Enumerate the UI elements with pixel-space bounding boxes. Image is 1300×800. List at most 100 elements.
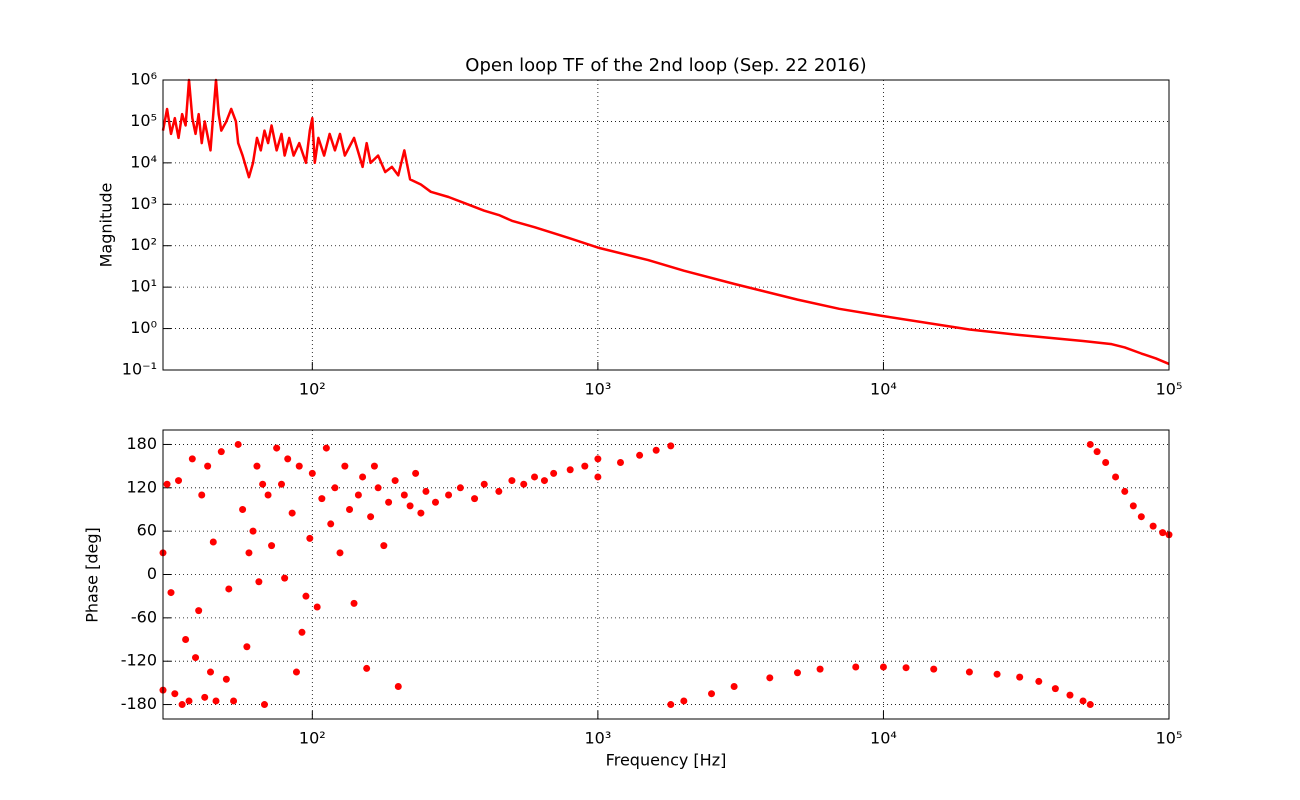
phase-point	[508, 477, 516, 485]
y-tick-label: 10⁵	[130, 111, 157, 130]
y-tick-label: -180	[121, 694, 157, 713]
phase-point	[1102, 459, 1110, 467]
phase-point	[182, 636, 190, 644]
phase-point	[1079, 697, 1087, 705]
phase-point	[359, 473, 367, 481]
phase-point	[1149, 522, 1157, 530]
phase-point	[167, 589, 175, 597]
phase-point	[341, 462, 349, 470]
y-tick-label: 10⁴	[130, 152, 157, 171]
phase-point	[456, 484, 464, 492]
phase-point	[1016, 673, 1024, 681]
phase-point	[331, 484, 339, 492]
phase-point	[412, 469, 420, 477]
phase-point	[708, 690, 716, 698]
y-tick-label: 10³	[130, 194, 157, 213]
phase-point	[295, 462, 303, 470]
phase-point	[318, 495, 326, 503]
y-tick-label: 10⁶	[130, 70, 157, 89]
y-tick-label: 10²	[130, 235, 157, 254]
phase-point	[370, 462, 378, 470]
phase-point	[417, 509, 425, 517]
phase-point	[217, 448, 225, 456]
phase-point	[1035, 677, 1043, 685]
phase-point	[225, 585, 233, 593]
phase-point	[380, 542, 388, 550]
phase-point	[616, 459, 624, 467]
y-tick-label: 0	[147, 564, 157, 583]
phase-point	[1086, 701, 1094, 709]
phase-point	[374, 484, 382, 492]
y-tick-label: 180	[126, 434, 157, 453]
phase-point	[406, 502, 414, 510]
phase-point	[273, 444, 281, 452]
phase-point	[1051, 685, 1059, 693]
plot-frame	[162, 79, 1170, 371]
phase-point	[313, 603, 321, 611]
phase-point	[192, 654, 200, 662]
phase-point	[1137, 513, 1145, 521]
phase-point	[302, 592, 310, 600]
phase-point	[1066, 691, 1074, 699]
phase-point	[253, 462, 261, 470]
phase-point	[178, 701, 186, 709]
phase-point	[480, 480, 488, 488]
phase-point	[239, 505, 247, 513]
x-tick-label: 10³	[584, 729, 611, 748]
phase-point	[902, 664, 910, 672]
phase-point	[163, 480, 171, 488]
phase-point	[350, 599, 358, 607]
x-tick-label: 10³	[584, 380, 611, 399]
phase-point	[550, 469, 558, 477]
phase-point	[281, 574, 289, 582]
phase-point	[322, 444, 330, 452]
phase-point	[298, 628, 306, 636]
phase-point	[652, 446, 660, 454]
phase-point	[222, 675, 230, 683]
phase-point	[204, 462, 212, 470]
phase-point	[346, 505, 354, 513]
phase-point	[531, 473, 539, 481]
phase-point	[594, 455, 602, 463]
phase-point	[667, 442, 675, 450]
phase-point	[566, 466, 574, 474]
phase-point	[581, 462, 589, 470]
phase-point	[394, 682, 402, 690]
phase-point	[264, 491, 272, 499]
phase-point	[816, 665, 824, 673]
phase-point	[930, 665, 938, 673]
x-tick-label: 10⁴	[870, 729, 897, 748]
x-tick-label: 10²	[299, 380, 326, 399]
y-tick-label: 10¹	[130, 277, 157, 296]
phase-point	[793, 669, 801, 677]
phase-point	[495, 487, 503, 495]
phase-point	[188, 455, 196, 463]
phase-point	[471, 495, 479, 503]
phase-point	[445, 491, 453, 499]
y-tick-label: -60	[131, 607, 157, 626]
phase-point	[245, 549, 253, 557]
magnitude-line	[161, 78, 1170, 366]
phase-point	[363, 664, 371, 672]
phase-point	[422, 487, 430, 495]
phase-point	[540, 477, 548, 485]
x-tick-label: 10⁵	[1156, 729, 1183, 748]
phase-point	[278, 480, 286, 488]
phase-point	[175, 477, 183, 485]
phase-point	[367, 513, 375, 521]
chart-title: Open loop TF of the 2nd loop (Sep. 22 20…	[465, 55, 866, 76]
phase-point	[965, 668, 973, 676]
phase-point	[255, 578, 263, 586]
phase-point	[431, 498, 439, 506]
phase-point	[400, 491, 408, 499]
phase-point	[520, 480, 528, 488]
phase-point	[336, 549, 344, 557]
phase-point	[391, 477, 399, 485]
phase-point	[209, 538, 217, 546]
y-tick-label: 10⁻¹	[122, 360, 157, 379]
phase-point	[201, 693, 209, 701]
phase-point	[171, 690, 179, 698]
y-tick-label: 120	[126, 477, 157, 496]
